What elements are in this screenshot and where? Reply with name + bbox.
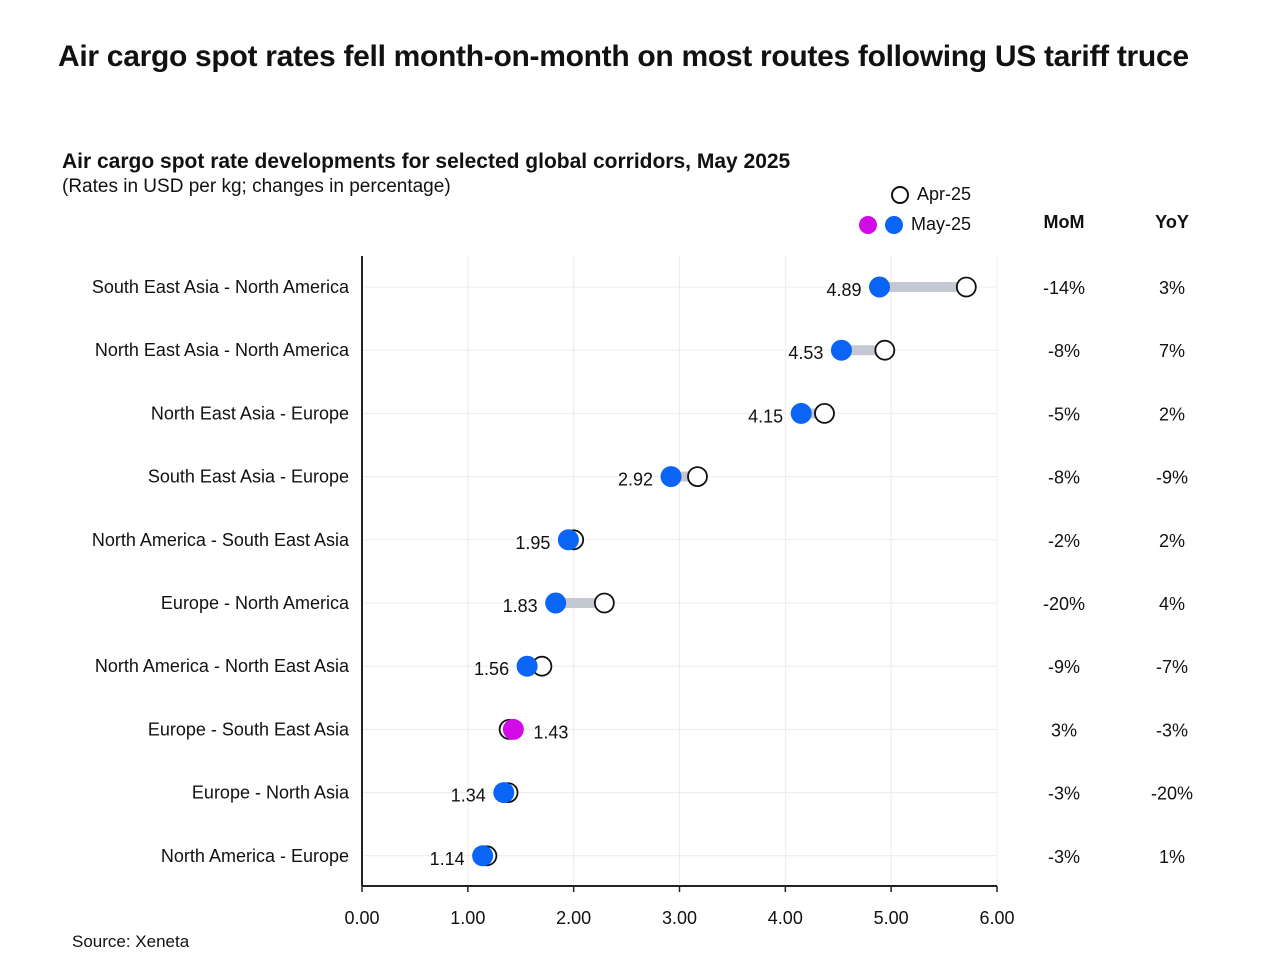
- mom-value: -8%: [1048, 341, 1080, 361]
- yoy-value: 2%: [1159, 531, 1185, 551]
- may-value-label: 4.15: [748, 406, 783, 426]
- legend-item-apr: Apr-25: [891, 184, 971, 205]
- axes: 0.00 1.00 2.00 3.00 4.00 5.00 6.00: [344, 256, 1015, 928]
- x-tick-label: 6.00: [979, 908, 1014, 928]
- legend-blue-circle-icon: [885, 215, 903, 234]
- mom-value: -14%: [1043, 278, 1085, 298]
- may-point: [545, 592, 567, 614]
- may-point: [493, 782, 515, 804]
- category-label: South East Asia - Europe: [148, 467, 349, 487]
- may-value-label: 1.14: [430, 849, 465, 869]
- category-label: North America - Europe: [161, 846, 349, 866]
- category-label: Europe - North Asia: [192, 783, 350, 803]
- may-point: [516, 655, 538, 677]
- may-point: [502, 718, 524, 740]
- yoy-value: 7%: [1159, 341, 1185, 361]
- apr-point: [955, 276, 977, 298]
- category-label: South East Asia - North America: [92, 277, 350, 297]
- may-value-label: 2.92: [618, 470, 653, 490]
- category-label: Europe - North America: [161, 593, 350, 613]
- labels: 4.89 South East Asia - North America -14% 3…: [92, 277, 1193, 869]
- legend-label-apr: Apr-25: [917, 184, 972, 204]
- x-tick-label: 0.00: [344, 908, 379, 928]
- category-label: North East Asia - Europe: [151, 403, 349, 423]
- may-point: [557, 529, 579, 551]
- yoy-value: -20%: [1151, 784, 1193, 804]
- yoy-value: 2%: [1159, 404, 1185, 424]
- column-header-yoy: YoY: [1155, 212, 1189, 232]
- column-header-mom: MoM: [1043, 212, 1085, 232]
- x-tick-label: 3.00: [662, 908, 697, 928]
- may-value-label: 1.43: [533, 722, 568, 742]
- chart-title: Air cargo spot rate developments for sel…: [62, 150, 791, 173]
- mom-value: 3%: [1051, 720, 1077, 740]
- category-label: North America - South East Asia: [92, 530, 350, 550]
- mom-value: -5%: [1048, 404, 1080, 424]
- mom-value: -2%: [1048, 531, 1080, 551]
- may-value-label: 1.83: [503, 596, 538, 616]
- yoy-value: 1%: [1159, 847, 1185, 867]
- yoy-value: -9%: [1156, 468, 1188, 488]
- legend-open-circle-icon: [891, 185, 909, 204]
- x-tick-label: 2.00: [556, 908, 591, 928]
- may-value-label: 1.56: [474, 659, 509, 679]
- yoy-value: 4%: [1159, 594, 1185, 614]
- headline: Air cargo spot rates fell month-on-month…: [58, 40, 1189, 73]
- apr-point: [874, 339, 896, 361]
- may-point: [472, 845, 494, 867]
- mom-value: -3%: [1048, 784, 1080, 804]
- may-point: [830, 339, 852, 361]
- apr-point: [593, 592, 615, 614]
- x-tick-label: 5.00: [874, 908, 909, 928]
- may-point: [869, 276, 891, 298]
- may-value-label: 1.34: [451, 786, 486, 806]
- x-tick-label: 4.00: [768, 908, 803, 928]
- yoy-value: 3%: [1159, 278, 1185, 298]
- mom-value: -8%: [1048, 468, 1080, 488]
- connectors: [482, 282, 967, 861]
- may-value-label: 4.53: [788, 343, 823, 363]
- yoy-value: -3%: [1156, 720, 1188, 740]
- may-point: [790, 402, 812, 424]
- mom-value: -9%: [1048, 657, 1080, 677]
- chart-units-note: (Rates in USD per kg; changes in percent…: [62, 176, 451, 197]
- may-point: [660, 466, 682, 488]
- legend-label-may: May-25: [911, 214, 972, 234]
- legend-magenta-circle-icon: [859, 215, 877, 234]
- mom-value: -20%: [1043, 594, 1085, 614]
- apr-point: [687, 466, 708, 488]
- may-value-label: 4.89: [826, 280, 861, 300]
- category-label: North America - North East Asia: [95, 656, 350, 676]
- may-value-label: 1.95: [515, 533, 550, 553]
- x-tick-label: 1.00: [450, 908, 485, 928]
- legend-item-may: May-25: [859, 214, 971, 235]
- yoy-value: -7%: [1156, 657, 1188, 677]
- category-label: Europe - South East Asia: [148, 719, 350, 739]
- source-note: Source: Xeneta: [72, 932, 190, 951]
- data-points: [472, 276, 977, 867]
- category-label: North East Asia - North America: [95, 340, 350, 360]
- apr-point: [814, 402, 835, 424]
- mom-value: -3%: [1048, 847, 1080, 867]
